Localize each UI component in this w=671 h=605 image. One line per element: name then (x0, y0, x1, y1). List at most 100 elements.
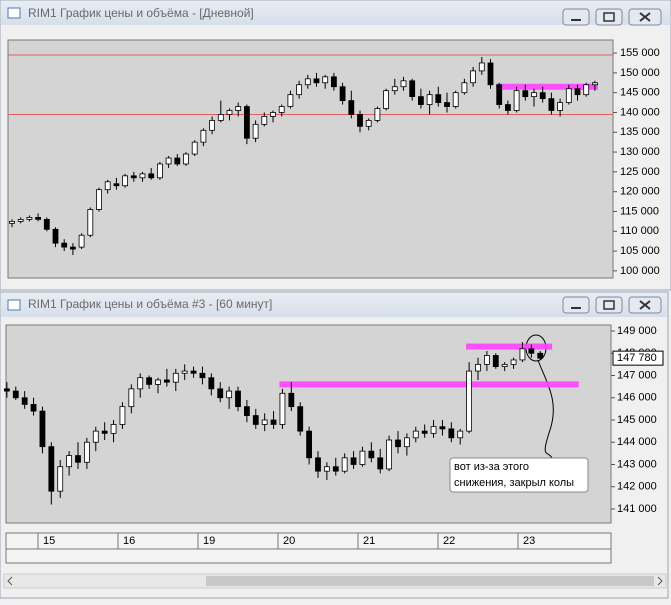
maximize-button[interactable] (595, 296, 623, 314)
x-tick-label: 16 (123, 535, 135, 547)
candle-body (52, 228, 59, 244)
candle-body (137, 377, 144, 390)
minimize-button[interactable] (562, 296, 590, 314)
y-tick-label: 135 000 (620, 126, 660, 138)
level-band (279, 381, 579, 388)
candle-body (304, 78, 311, 86)
candle-body (252, 415, 259, 425)
candle-body (96, 189, 102, 210)
x-tick-label: 22 (443, 535, 455, 547)
candle-body (522, 90, 529, 98)
candle-body (457, 430, 464, 439)
window-title: RIM1 График цены и объёма #3 - [60 минут… (28, 297, 272, 311)
candle-body (35, 217, 41, 220)
y-tick-label: 155 000 (620, 47, 660, 59)
candle-body (217, 114, 224, 121)
candle-body (83, 441, 90, 463)
candle-body (430, 426, 437, 434)
axis-row (5, 548, 612, 564)
candle-body (330, 76, 337, 88)
candle-body (400, 80, 407, 88)
candle-body (504, 104, 511, 111)
candle-body (426, 94, 433, 105)
candle-body (470, 70, 477, 84)
candle-body (357, 114, 363, 127)
candle-body (332, 466, 339, 472)
candle-body (87, 209, 94, 236)
candle-body (391, 86, 398, 92)
candle-body (444, 102, 450, 107)
candle-body (496, 84, 503, 105)
annotation-arrow (537, 359, 554, 459)
maximize-button[interactable] (595, 8, 623, 26)
candle-body (487, 62, 494, 86)
window-title: RIM1 График цены и объёма - [Дневной] (28, 6, 254, 20)
candle-body (574, 88, 581, 96)
candle-body (539, 92, 546, 100)
candle-body (270, 419, 277, 425)
title-bar[interactable] (1, 1, 670, 25)
candle-body (199, 372, 206, 379)
candle-body (350, 457, 357, 465)
candle-body (483, 355, 490, 365)
scroll-right[interactable] (657, 576, 663, 586)
candle-body (130, 175, 137, 179)
y-tick-label: 147 000 (617, 369, 657, 381)
x-tick-label: 19 (203, 535, 215, 547)
window-buttons (562, 8, 662, 26)
y-tick-label: 150 000 (620, 67, 660, 79)
candle-body (174, 157, 181, 165)
y-tick-label: 141 000 (617, 503, 657, 515)
x-tick-label: 15 (43, 535, 55, 547)
candle-body (17, 218, 24, 222)
candle-body (528, 348, 535, 354)
y-tick-label: 140 000 (620, 106, 660, 118)
candle-body (365, 119, 372, 127)
candle-body (557, 102, 563, 111)
candle-body (139, 173, 146, 179)
annotation-box (449, 457, 589, 493)
candle-body (466, 370, 473, 432)
candle-body (200, 129, 207, 143)
window-buttons (562, 296, 662, 314)
candle-body (209, 119, 216, 131)
candle-body (386, 439, 393, 470)
x-tick-label: 20 (283, 535, 295, 547)
annotation-text: снижения, закрыл колы (454, 477, 574, 489)
y-tick-label: 110 000 (620, 225, 659, 237)
y-tick-label: 146 000 (617, 392, 657, 404)
candle-body (448, 428, 455, 439)
scroll-left[interactable] (7, 576, 13, 586)
candle-body (101, 430, 108, 434)
minimize-button[interactable] (562, 8, 590, 26)
last-price-label: 147 780 (617, 352, 657, 364)
candle-body (122, 175, 128, 187)
level-band (466, 343, 553, 350)
candle-body (296, 84, 303, 96)
candle-body (395, 439, 401, 448)
candle-body (30, 404, 37, 412)
candle-body (12, 390, 19, 399)
y-tick-label: 105 000 (620, 245, 660, 257)
plot-area (7, 39, 614, 279)
candle-body (226, 390, 233, 399)
candle-body (165, 157, 172, 165)
candle-body (78, 234, 85, 248)
candle-body (183, 153, 189, 165)
candle-body (313, 78, 320, 84)
annotation-text: вот из-за этого (454, 461, 529, 473)
candle-body (510, 359, 517, 365)
candle-body (110, 424, 117, 434)
window-icon (7, 7, 21, 19)
candle-body (208, 377, 215, 390)
candle-body (435, 94, 442, 103)
y-tick-label: 100 000 (620, 265, 660, 277)
scroll-thumb[interactable] (206, 576, 654, 586)
candle-body (235, 106, 242, 111)
candle-body (461, 82, 468, 94)
candle-body (374, 108, 381, 121)
y-tick-label: 115 000 (620, 205, 659, 217)
date-axis (5, 532, 612, 550)
title-bar[interactable] (1, 293, 667, 317)
